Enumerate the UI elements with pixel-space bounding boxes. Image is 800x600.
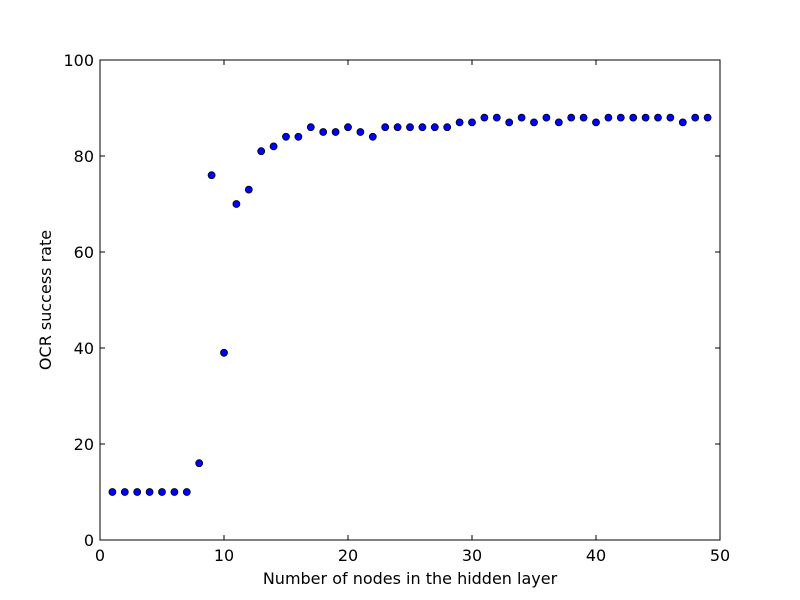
data-point	[282, 132, 290, 141]
data-point	[616, 113, 625, 122]
x-tick-label: 50	[710, 546, 730, 565]
data-point	[356, 128, 365, 136]
data-point	[554, 118, 563, 127]
data-point	[443, 123, 452, 132]
data-point	[207, 171, 216, 180]
data-point	[678, 118, 687, 127]
axis-ticks: 0 10 20 30 40 50 0 20 40 60 80 100	[63, 51, 730, 565]
data-point	[120, 488, 129, 496]
data-point	[691, 113, 700, 122]
data-point	[629, 113, 638, 122]
data-point	[654, 113, 662, 122]
data-point	[158, 488, 166, 496]
data-point	[294, 132, 303, 141]
y-tick-label: 60	[74, 243, 94, 262]
data-point	[232, 200, 241, 208]
data-point	[306, 123, 315, 132]
x-tick-label: 40	[586, 546, 606, 565]
data-point	[393, 123, 402, 132]
data-point	[368, 132, 377, 141]
data-point	[579, 113, 588, 122]
data-point	[455, 118, 464, 127]
data-point	[505, 118, 514, 127]
data-point	[666, 113, 675, 122]
data-point	[530, 118, 538, 127]
y-tick-label: 0	[84, 531, 94, 550]
data-point	[406, 123, 414, 132]
data-point	[641, 113, 650, 122]
data-points	[108, 113, 712, 496]
data-point	[592, 118, 600, 127]
data-point	[492, 113, 501, 122]
data-point	[257, 147, 266, 156]
data-point	[703, 113, 712, 122]
x-tick-label: 20	[338, 546, 358, 565]
data-point	[567, 113, 576, 122]
y-tick-label: 20	[74, 435, 94, 454]
data-point	[269, 142, 278, 151]
data-point	[430, 123, 439, 132]
data-point	[542, 113, 551, 122]
data-point	[344, 123, 352, 132]
data-point	[244, 185, 253, 194]
data-point	[195, 459, 204, 468]
data-point	[418, 123, 427, 132]
y-axis-label: OCR success rate	[36, 230, 55, 370]
data-point	[182, 488, 191, 496]
data-point	[133, 488, 142, 496]
data-point	[108, 488, 117, 496]
data-point	[517, 113, 526, 122]
x-axis-label: Number of nodes in the hidden layer	[263, 569, 558, 588]
data-point	[468, 118, 476, 127]
y-tick-label: 80	[74, 147, 94, 166]
data-point	[145, 488, 154, 496]
x-tick-label: 10	[214, 546, 234, 565]
data-point	[170, 488, 179, 496]
data-point	[381, 123, 390, 132]
plot-frame	[99, 59, 721, 541]
x-tick-label: 0	[95, 546, 105, 565]
data-point	[480, 113, 489, 122]
y-tick-label: 40	[74, 339, 94, 358]
x-tick-label: 30	[462, 546, 482, 565]
y-tick-label: 100	[63, 51, 94, 70]
data-point	[331, 128, 340, 136]
data-point	[319, 128, 328, 136]
data-point	[220, 348, 228, 357]
data-point	[604, 113, 613, 122]
